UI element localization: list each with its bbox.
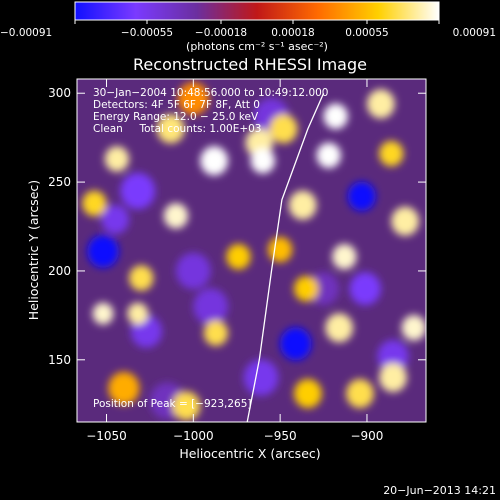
- emission-blob: [325, 313, 354, 343]
- heatmap-blobs: [82, 82, 426, 421]
- x-tick-label: −1050: [86, 429, 127, 443]
- y-tick-label: 300: [48, 86, 71, 100]
- emission-blob: [127, 302, 149, 325]
- peak-position-label: Position of Peak = [−923,265]: [93, 398, 252, 410]
- emission-blob: [366, 89, 395, 119]
- emission-blob: [346, 378, 374, 409]
- negative-blob: [377, 339, 409, 373]
- plot-frame: [76, 78, 427, 423]
- solar-limb-line: [246, 92, 325, 422]
- annotation-line-time: 30−Jan−2004 10:48:56.000 to 10:49:12.000: [93, 87, 329, 99]
- negative-blob: [243, 359, 279, 396]
- emission-blob: [316, 142, 341, 169]
- emission-blob: [200, 146, 229, 176]
- emission-blob: [82, 190, 107, 217]
- negative-blob: [120, 172, 156, 210]
- colorbar-ticks: −0.00091 −0.00055 −0.00018 0.00018 0.00055 0.…: [0, 20, 496, 39]
- colorbar-tick-label: −0.00055: [121, 27, 173, 39]
- emission-blob: [288, 190, 317, 220]
- negative-blob: [349, 272, 381, 306]
- emission-blob: [177, 82, 209, 115]
- emission-blob: [156, 114, 185, 144]
- x-tick-label: −1000: [173, 429, 214, 443]
- emission-blob: [401, 315, 426, 341]
- negative-blob: [307, 272, 340, 306]
- emission-blob: [92, 302, 114, 325]
- colorbar-tick-label: −0.00091: [0, 27, 52, 39]
- emission-blob: [379, 362, 407, 393]
- y-tick-label: 150: [48, 353, 71, 367]
- emission-blob: [172, 391, 201, 421]
- negative-blob: [193, 288, 229, 325]
- colorbar-tick-label: 0.00055: [345, 27, 388, 39]
- emission-blob: [250, 147, 275, 174]
- negative-blob: [280, 327, 312, 361]
- annotation-line-energy: Energy Range: 12.0 − 25.0 keV: [93, 111, 259, 123]
- x-tick-label: −950: [264, 429, 297, 443]
- annotation-line-detectors: Detectors: 4F 5F 6F 7F 8F, Att 0: [93, 99, 260, 111]
- colorbar-unit-label: (photons cm⁻² s⁻¹ asec⁻²): [186, 40, 328, 53]
- y-tick-label: 200: [48, 264, 71, 278]
- emission-blob: [269, 114, 298, 144]
- y-tick-label: 250: [48, 175, 71, 189]
- plot-area: −1050 −1000 −950 −900 150 200 250 300: [48, 78, 427, 443]
- negative-blob: [175, 252, 211, 290]
- negative-blob: [87, 234, 119, 268]
- colorbar-gradient: [74, 1, 440, 21]
- colorbar: −0.00091 −0.00055 −0.00018 0.00018 0.00055 0.…: [0, 1, 496, 53]
- annotation-block: 30−Jan−2004 10:48:56.000 to 10:49:12.000…: [93, 87, 329, 410]
- axis-ticks: −1050 −1000 −950 −900 150 200 250 300: [48, 79, 426, 443]
- emission-blob: [108, 371, 140, 405]
- emission-blob: [104, 146, 130, 172]
- emission-blob: [203, 320, 229, 346]
- emission-blob: [379, 140, 404, 167]
- y-axis-label: Heliocentric Y (arcsec): [26, 180, 41, 320]
- annotation-line-counts: Clean Total counts: 1.00E+03: [93, 123, 262, 135]
- negative-blob: [101, 204, 130, 234]
- x-tick-label: −900: [350, 429, 383, 443]
- emission-blob: [163, 203, 189, 229]
- colorbar-tick-label: −0.00018: [195, 27, 247, 39]
- chart-title: Reconstructed RHESSI Image: [133, 55, 367, 74]
- colorbar-tick-label: 0.00018: [271, 27, 314, 39]
- negative-blob: [347, 181, 376, 211]
- emission-blob: [129, 265, 154, 291]
- emission-blob: [332, 243, 357, 270]
- emission-blob: [267, 236, 293, 263]
- colorbar-tick-label: 0.00091: [453, 27, 496, 39]
- x-axis-label: Heliocentric X (arcsec): [179, 446, 320, 461]
- emission-blob: [294, 275, 319, 302]
- heatmap-layer: [82, 82, 426, 421]
- emission-blob: [226, 243, 251, 270]
- emission-blob: [294, 378, 322, 409]
- emission-blob: [391, 206, 420, 236]
- footer-timestamp: 20−Jun−2013 14:21: [383, 484, 496, 497]
- emission-blob: [323, 103, 348, 130]
